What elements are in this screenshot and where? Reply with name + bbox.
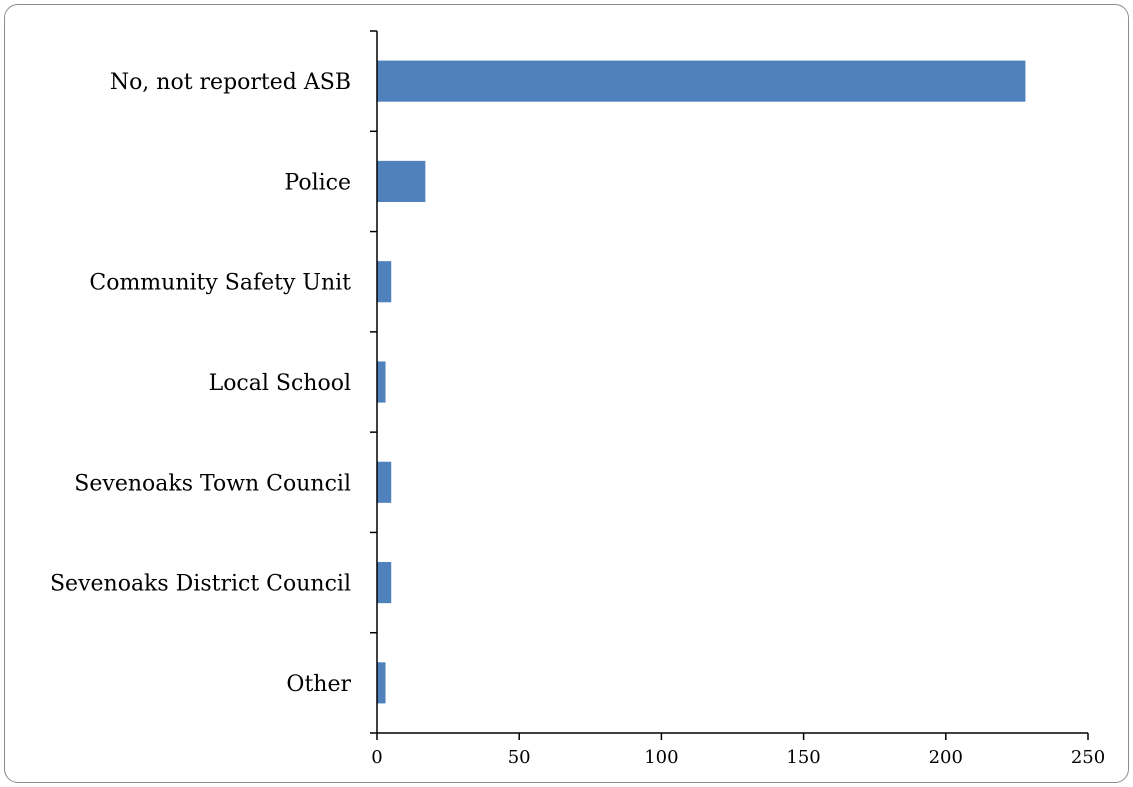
bars-layer xyxy=(377,60,1026,704)
bar-police xyxy=(377,160,426,202)
x-tick-label: 0 xyxy=(371,747,382,768)
bar-other xyxy=(377,662,386,704)
bar-sevenoaks-district-council xyxy=(377,562,392,604)
x-tick-label: 100 xyxy=(644,747,678,768)
bar-local-school xyxy=(377,361,386,403)
labels-layer: No, not reported ASB Police Community Safe… xyxy=(50,70,1105,768)
category-label: Police xyxy=(284,170,351,195)
category-label: Sevenoaks Town Council xyxy=(74,471,351,496)
bar-no-not-reported-asb xyxy=(377,60,1026,102)
category-label: Local School xyxy=(209,371,351,396)
x-tick-label: 50 xyxy=(508,747,531,768)
x-tick-label: 200 xyxy=(929,747,963,768)
category-label: Sevenoaks District Council xyxy=(50,572,351,597)
category-label: No, not reported ASB xyxy=(110,70,351,95)
chart-frame xyxy=(4,4,1129,783)
bar-sevenoaks-town-council xyxy=(377,461,392,503)
category-label: Community Safety Unit xyxy=(89,271,351,296)
x-tick-label: 250 xyxy=(1071,747,1105,768)
x-tick-label: 150 xyxy=(786,747,820,768)
category-label: Other xyxy=(286,672,351,697)
axes-layer xyxy=(370,30,1089,740)
bar-community-safety-unit xyxy=(377,261,392,303)
